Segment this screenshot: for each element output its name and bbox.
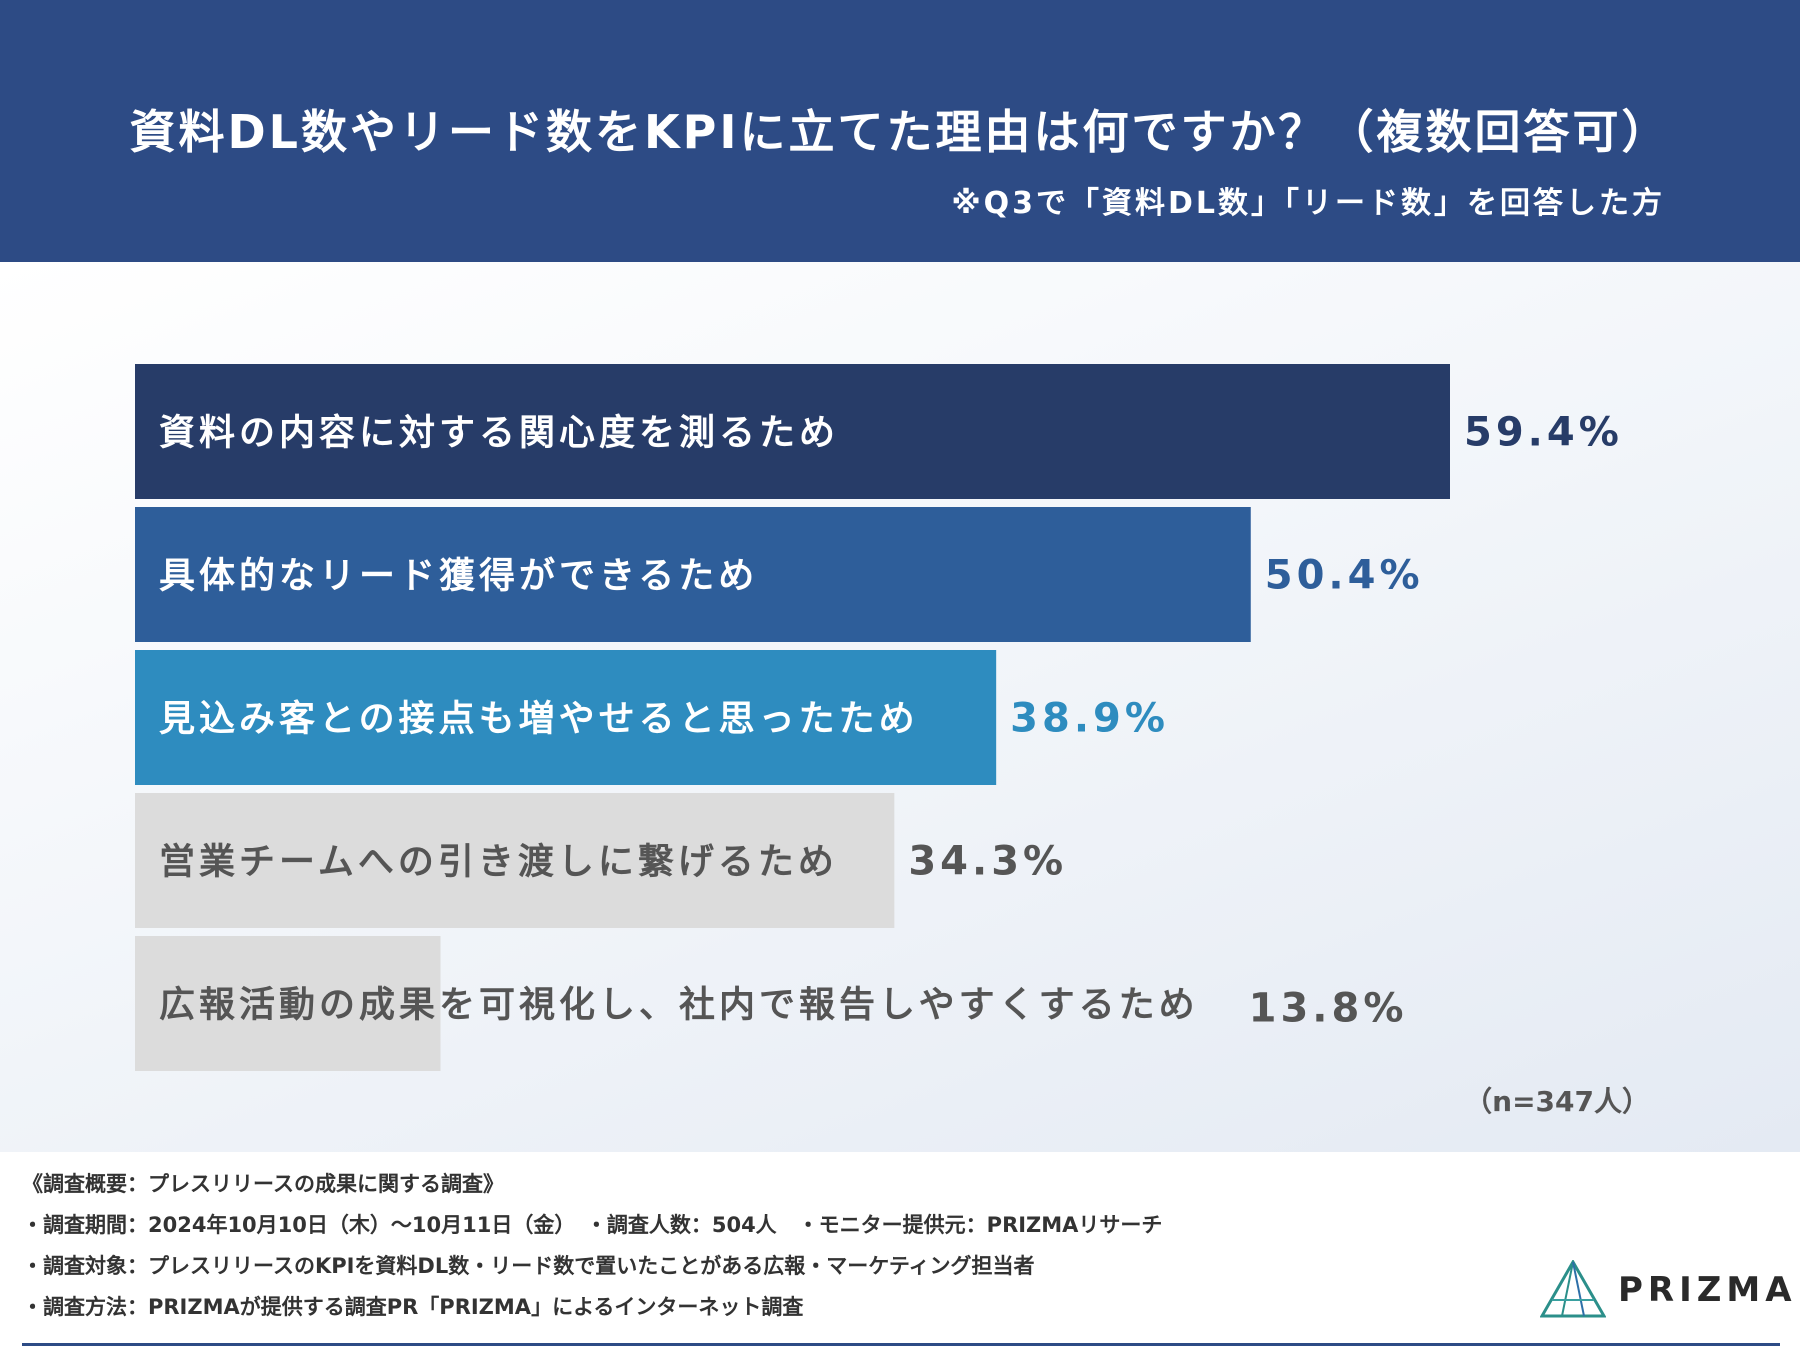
bar-1 [135,364,1450,499]
survey-target: ・調査対象：プレスリリースのKPIを資料DL数・リード数で置いたことがある広報・… [22,1254,1035,1278]
chart-title: 資料DL数やリード数をKPIに立てた理由は何ですか？（複数回答可） [129,105,1671,159]
prizma-logo-text: PRIZMA [1618,1270,1797,1310]
bar-label-5: 広報活動の成果を可視化し、社内で報告しやすくするため [159,985,1199,1026]
survey-summary: 《調査概要：プレスリリースの成果に関する調査》 ・調査期間：2024年10月10… [22,1164,1162,1328]
survey-footer: 《調査概要：プレスリリースの成果に関する調査》 ・調査期間：2024年10月10… [0,1152,1800,1350]
survey-method: ・調査方法：PRIZMAが提供する調査PR「PRIZMA」によるインターネット調… [22,1295,804,1319]
bar-2 [135,507,1251,642]
sample-size-note: （n=347人） [1464,1085,1650,1118]
header-banner: 資料DL数やリード数をKPIに立てた理由は何ですか？（複数回答可） ※Q3で「資… [0,0,1800,262]
survey-period: ・調査期間：2024年10月10日（木）〜10月11日（金） ・調査人数：504… [22,1213,1163,1237]
bar-3 [135,650,997,785]
value-label-3: 38.9% [1010,696,1169,742]
bar-4 [135,793,895,928]
bar-chart: 資料の内容に対する関心度を測るため 59.4% 具体的なリード獲得ができるため 50.… [135,364,1623,1071]
value-label-2: 50.4% [1265,553,1424,599]
chart-subtitle: ※Q3で「資料DL数」「リード数」を回答した方 [951,186,1665,221]
value-label-4: 34.3% [908,839,1067,885]
bar-5 [135,936,441,1071]
bar-label-4: 営業チームへの引き渡しに繋げるため [159,842,838,883]
bar-label-2: 具体的なリード獲得ができるため [159,556,758,597]
survey-heading: 《調査概要：プレスリリースの成果に関する調査》 [22,1172,504,1196]
prizma-logo-icon [1540,1260,1606,1318]
footer-divider [22,1343,1780,1346]
bar-label-3: 見込み客との接点も増やせると思ったため [159,699,919,740]
bar-label-1: 資料の内容に対する関心度を測るため [159,413,839,454]
chart-area: 資料の内容に対する関心度を測るため 59.4% 具体的なリード獲得ができるため 50.… [0,262,1800,1152]
value-label-1: 59.4% [1464,410,1623,456]
value-label-5: 13.8% [1249,986,1408,1032]
